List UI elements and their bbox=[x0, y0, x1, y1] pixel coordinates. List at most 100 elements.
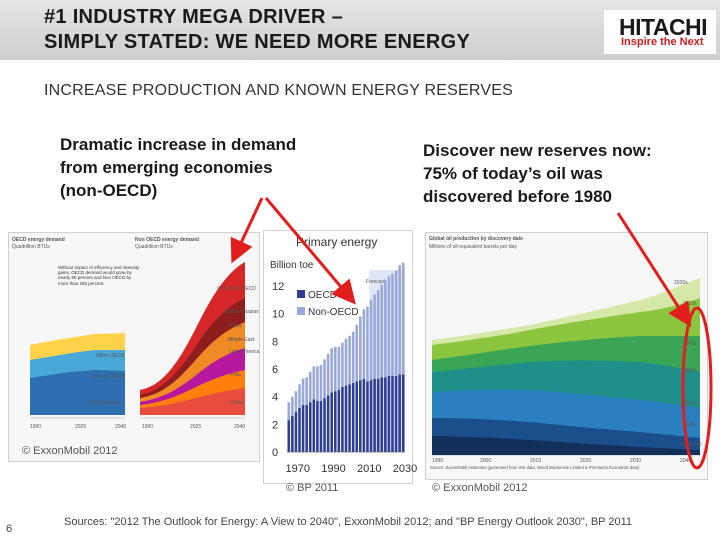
sources-footer: Sources: "2012 The Outlook for Energy: A… bbox=[64, 516, 633, 528]
bar-non-oecd bbox=[337, 346, 341, 390]
nonoecd-year-tick: 2025 bbox=[190, 424, 201, 430]
bar-oecd bbox=[330, 392, 333, 452]
oil-decade-label: 1960s bbox=[683, 368, 697, 374]
bar-oecd bbox=[341, 386, 344, 452]
bar-non-oecd bbox=[287, 402, 291, 421]
y-tick-label: 2 bbox=[272, 419, 278, 431]
bar-oecd bbox=[380, 377, 384, 452]
nonoecd-region-label: Latin America bbox=[229, 349, 260, 355]
bar-non-oecd bbox=[391, 273, 394, 376]
oil-source-note: Source: ExxonMobil estimates (generated … bbox=[430, 465, 639, 470]
bar-non-oecd bbox=[387, 276, 391, 376]
legend-swatch-oecd bbox=[297, 290, 305, 298]
bar-oecd bbox=[373, 378, 376, 452]
y-axis-label: Billion toe bbox=[270, 260, 314, 271]
bar-oecd bbox=[362, 378, 366, 452]
demand-chart-credit: © ExxonMobil 2012 bbox=[22, 445, 118, 457]
oecd-na-area bbox=[30, 370, 125, 415]
x-tick-label: 1990 bbox=[321, 463, 345, 475]
bar-oecd bbox=[376, 378, 380, 452]
y-tick-label: 0 bbox=[272, 447, 278, 459]
bar-non-oecd bbox=[348, 335, 351, 385]
nonoecd-region-label: India bbox=[230, 372, 241, 378]
bar-oecd bbox=[351, 382, 355, 452]
legend-oecd: OECD bbox=[308, 290, 337, 301]
bar-oecd bbox=[369, 380, 373, 452]
bar-oecd bbox=[337, 389, 341, 452]
bar-oecd bbox=[301, 404, 305, 452]
logo-tagline: Inspire the Next bbox=[621, 36, 704, 48]
demand-text: Dramatic increase in demand from emergin… bbox=[60, 135, 297, 200]
oecd-year-tick: 2040 bbox=[115, 424, 126, 430]
bar-non-oecd bbox=[359, 316, 362, 381]
bar-non-oecd bbox=[294, 391, 298, 412]
bar-non-oecd bbox=[316, 366, 319, 401]
bar-non-oecd bbox=[301, 378, 305, 405]
bar-oecd bbox=[401, 374, 405, 452]
bar-oecd bbox=[316, 400, 319, 452]
chart-title: Primary energy bbox=[296, 235, 377, 249]
y-tick-label: 4 bbox=[272, 392, 278, 404]
nonoecd-chart-title: Non OECD energy demand bbox=[135, 237, 199, 243]
bar-oecd bbox=[326, 395, 330, 452]
nonoecd-region-label: Africa bbox=[229, 323, 242, 329]
oil-decade-label: 1940s bbox=[683, 422, 697, 428]
bar-non-oecd bbox=[312, 366, 316, 400]
bar-oecd bbox=[287, 420, 291, 452]
y-tick-label: 12 bbox=[272, 281, 284, 293]
nonoecd-area bbox=[140, 388, 245, 415]
x-tick-label: 2010 bbox=[357, 463, 381, 475]
y-tick-label: 6 bbox=[272, 364, 278, 376]
oil-decade-label: 2020s bbox=[674, 280, 688, 286]
bar-oecd bbox=[355, 381, 359, 452]
bar-non-oecd bbox=[305, 377, 308, 405]
reserves-text: Discover new reserves now: 75% of today’… bbox=[423, 141, 652, 206]
slide-subtitle: INCREASE PRODUCTION AND KNOWN ENERGY RES… bbox=[44, 82, 513, 99]
oecd-chart-title: OECD energy demand bbox=[12, 237, 65, 243]
bar-non-oecd bbox=[333, 346, 337, 392]
slide-title: #1 INDUSTRY MEGA DRIVER – SIMPLY STATED:… bbox=[44, 6, 471, 53]
page-number: 6 bbox=[6, 523, 13, 535]
arrow-to-demand-chart bbox=[230, 197, 264, 264]
arrow-to-oil-chart bbox=[616, 212, 692, 328]
bar-oecd bbox=[308, 402, 312, 452]
bar-oecd bbox=[333, 391, 337, 452]
nonoecd-chart-unit: Quadrillion BTUs bbox=[135, 244, 173, 250]
oecd-region-label: North America bbox=[88, 400, 120, 406]
bar-oecd bbox=[348, 384, 351, 452]
nonoecd-region-label: China bbox=[230, 400, 243, 406]
bar-oecd bbox=[391, 375, 394, 452]
bar-oecd bbox=[298, 407, 301, 452]
oecd-region-label: Europe OECD bbox=[93, 374, 125, 380]
oil-area-pre1940 bbox=[432, 436, 700, 455]
bar-non-oecd bbox=[344, 338, 348, 386]
bar-oecd bbox=[387, 375, 391, 452]
logo-name: HITACHI bbox=[619, 14, 708, 40]
title-bar bbox=[0, 0, 720, 60]
bar-non-oecd bbox=[351, 331, 355, 383]
bar-non-oecd bbox=[323, 359, 326, 399]
bar-non-oecd bbox=[366, 306, 369, 382]
legend-nonoecd: Non-OECD bbox=[308, 307, 359, 318]
bp-credit: © BP 2011 bbox=[286, 482, 339, 494]
logo bbox=[604, 10, 716, 54]
bar-non-oecd bbox=[308, 371, 312, 403]
bar-oecd bbox=[398, 374, 401, 452]
bar-non-oecd bbox=[384, 280, 387, 378]
bar-oecd bbox=[384, 377, 387, 452]
oil-decade-label: 1970s bbox=[683, 341, 697, 347]
oil-year-tick: 1990 bbox=[432, 458, 443, 464]
bar-non-oecd bbox=[394, 270, 398, 376]
bar-oecd bbox=[359, 380, 362, 452]
oil-chart-unit: Millions of oil-equivalent barrels per d… bbox=[429, 244, 517, 250]
bar-oecd bbox=[312, 399, 316, 452]
nonoecd-year-tick: 1990 bbox=[142, 424, 153, 430]
nonoecd-region-label: Russia/Caspian bbox=[224, 309, 259, 315]
arrow-to-primary-energy bbox=[264, 197, 356, 305]
oil-year-tick: 2020 bbox=[580, 458, 591, 464]
oil-year-tick: 2030 bbox=[630, 458, 641, 464]
